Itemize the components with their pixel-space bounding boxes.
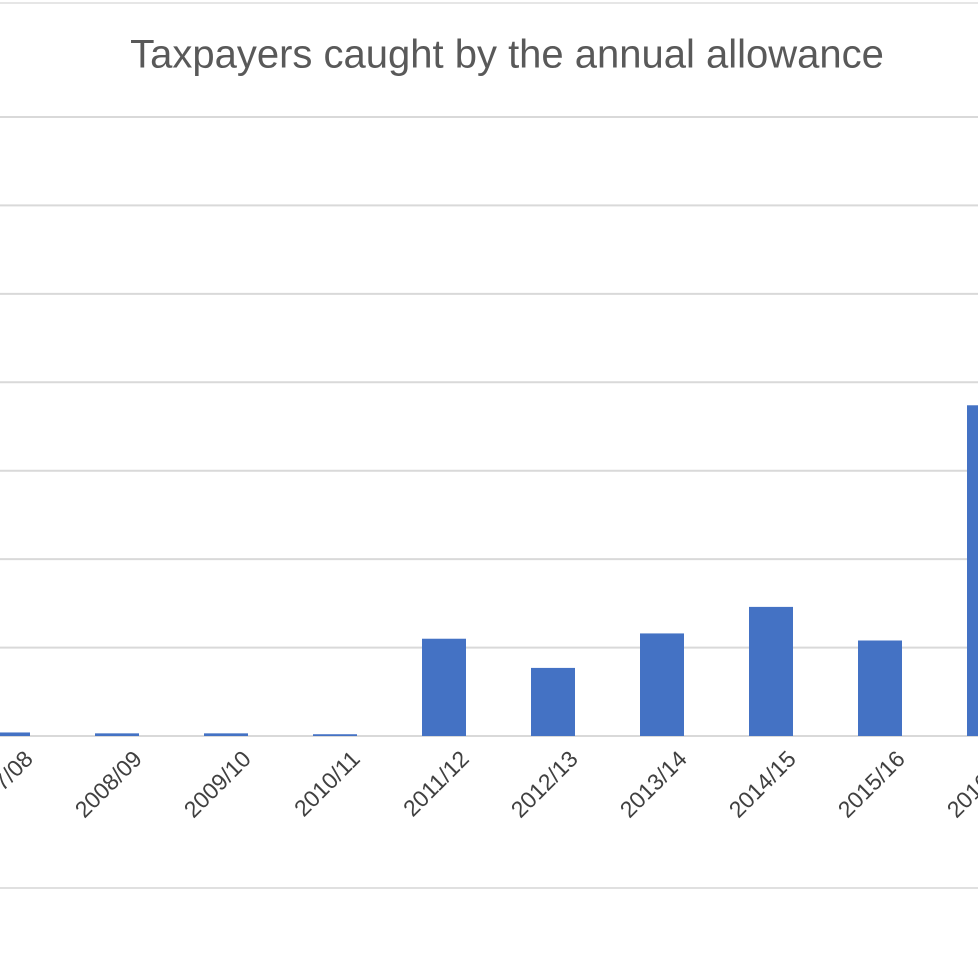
bar xyxy=(95,733,139,736)
bar xyxy=(204,733,248,736)
x-tick-label: 2011/12 xyxy=(398,745,474,821)
bar xyxy=(749,606,793,736)
bar xyxy=(858,640,902,736)
chart-title: Taxpayers caught by the annual allowance xyxy=(130,33,884,77)
x-tick-label: 2014/15 xyxy=(724,745,801,822)
x-tick-label: 2016/17 xyxy=(942,745,978,822)
x-tick-label: 2008/09 xyxy=(70,745,147,822)
bar xyxy=(313,734,357,736)
grid: 01234567 xyxy=(0,116,978,737)
bar xyxy=(967,405,978,736)
bar xyxy=(0,732,30,736)
bar xyxy=(531,667,575,736)
bar xyxy=(422,638,466,736)
x-tick-label: 2009/10 xyxy=(179,745,256,822)
x-tick-label: 2007/08 xyxy=(0,745,38,822)
x-tick-label: 2010/11 xyxy=(289,745,365,821)
x-tick-label: 2012/13 xyxy=(506,745,583,822)
x-tick-label: 2015/16 xyxy=(833,745,910,822)
x-axis-labels: 2007/08 2008/09 2009/10 2010/11 2011/12 2012/… xyxy=(0,745,978,822)
x-tick-label: 2013/14 xyxy=(615,745,692,822)
bars xyxy=(0,405,978,736)
bar xyxy=(640,633,684,736)
